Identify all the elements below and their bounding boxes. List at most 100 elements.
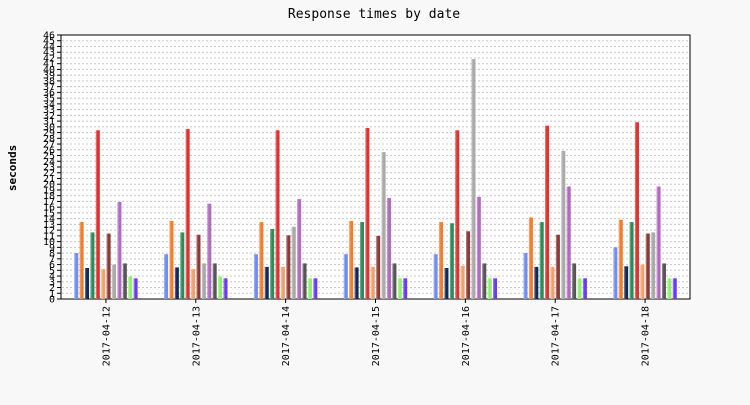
bar bbox=[550, 266, 555, 299]
bar-highlight bbox=[291, 226, 293, 299]
bar-highlight bbox=[169, 220, 171, 299]
bar-highlight bbox=[460, 265, 462, 299]
bar bbox=[387, 197, 391, 299]
bar bbox=[95, 130, 100, 299]
bar bbox=[286, 235, 291, 299]
bar-highlight bbox=[164, 254, 166, 299]
bar-highlight bbox=[672, 278, 674, 299]
bar-highlight bbox=[106, 233, 108, 299]
bar-highlight bbox=[85, 268, 87, 299]
bar-highlight bbox=[381, 152, 383, 299]
bar-highlight bbox=[122, 263, 125, 299]
bar-highlight bbox=[360, 222, 362, 299]
x-tick-label: 2017-04-13 bbox=[191, 306, 202, 366]
bar bbox=[223, 278, 228, 299]
bar bbox=[313, 278, 318, 299]
bar bbox=[343, 254, 348, 299]
bar-highlight bbox=[95, 130, 98, 299]
bar-highlight bbox=[223, 278, 225, 299]
y-tick-label: 30 bbox=[43, 122, 55, 133]
bar-highlight bbox=[539, 222, 541, 299]
bar bbox=[397, 278, 402, 299]
bar-highlight bbox=[74, 253, 76, 299]
bar bbox=[645, 233, 650, 299]
bar bbox=[545, 125, 550, 300]
bar bbox=[164, 254, 169, 299]
y-tick-label: 39 bbox=[43, 71, 55, 82]
bar-highlight bbox=[577, 278, 579, 299]
bar-highlight bbox=[629, 222, 631, 299]
bar-highlight bbox=[343, 254, 345, 299]
bar-highlight bbox=[566, 186, 568, 299]
bar bbox=[577, 278, 582, 299]
y-tick-label: 2 bbox=[49, 283, 55, 294]
y-tick-label: 6 bbox=[49, 260, 55, 271]
bar-highlight bbox=[180, 232, 182, 299]
y-tick-label: 34 bbox=[43, 99, 55, 110]
bar-highlight bbox=[376, 235, 378, 299]
y-tick-label: 22 bbox=[43, 168, 55, 179]
bar bbox=[85, 268, 90, 299]
y-tick-label: 27 bbox=[43, 140, 55, 151]
bar bbox=[433, 254, 438, 299]
bar bbox=[122, 263, 127, 299]
bar bbox=[651, 232, 656, 299]
bar bbox=[112, 264, 117, 299]
y-tick-label: 11 bbox=[43, 231, 55, 242]
bar bbox=[117, 202, 122, 299]
bar bbox=[667, 278, 672, 299]
bar-highlight bbox=[493, 278, 495, 299]
y-tick-label: 21 bbox=[43, 174, 55, 185]
bar-highlight bbox=[545, 125, 547, 300]
bar-highlight bbox=[101, 269, 103, 299]
y-tick-label: 8 bbox=[49, 249, 55, 260]
y-tick-label: 32 bbox=[43, 111, 55, 122]
bar-highlight bbox=[449, 223, 452, 299]
bar-highlight bbox=[191, 269, 193, 299]
bar bbox=[79, 222, 84, 299]
bar-highlight bbox=[471, 59, 473, 300]
bar-highlight bbox=[439, 222, 441, 299]
bar-highlight bbox=[264, 266, 266, 299]
y-tick-label: 4 bbox=[49, 272, 55, 283]
y-tick-label: 42 bbox=[43, 53, 55, 64]
bar bbox=[133, 278, 138, 299]
bar-highlight bbox=[387, 197, 389, 299]
bar bbox=[218, 276, 223, 299]
y-tick-label: 12 bbox=[43, 226, 55, 237]
bar-highlight bbox=[618, 219, 620, 299]
bar bbox=[264, 266, 269, 299]
bar-highlight bbox=[349, 220, 351, 299]
bar-highlight bbox=[365, 127, 367, 300]
bar bbox=[365, 127, 370, 300]
bar-highlight bbox=[561, 150, 563, 299]
y-tick-label: 25 bbox=[43, 151, 55, 162]
bar bbox=[185, 129, 190, 299]
y-tick-label: 18 bbox=[43, 191, 55, 202]
bar-highlight bbox=[270, 228, 272, 299]
bar bbox=[624, 266, 629, 299]
bar bbox=[534, 266, 539, 299]
bar-highlight bbox=[79, 222, 81, 299]
bar-highlight bbox=[466, 231, 468, 299]
bar-highlight bbox=[645, 233, 647, 299]
bar bbox=[128, 276, 133, 299]
bar-highlight bbox=[185, 129, 187, 299]
y-tick-label: 29 bbox=[43, 128, 55, 139]
bar bbox=[403, 278, 408, 299]
bar-highlight bbox=[661, 263, 664, 299]
bar-highlight bbox=[444, 268, 446, 299]
bar bbox=[349, 220, 354, 299]
bar-highlight bbox=[280, 266, 283, 299]
chart-title: Response times by date bbox=[288, 7, 460, 22]
y-tick-label: 5 bbox=[49, 266, 55, 277]
y-tick-label: 31 bbox=[43, 117, 55, 128]
bar bbox=[297, 199, 302, 299]
bar bbox=[101, 269, 106, 299]
bar-highlight bbox=[253, 254, 256, 299]
bar-highlight bbox=[624, 266, 626, 299]
bar-highlight bbox=[196, 234, 198, 299]
x-tick-label: 2017-04-15 bbox=[371, 306, 382, 366]
bar-highlight bbox=[634, 122, 637, 300]
y-tick-label: 40 bbox=[43, 65, 55, 76]
